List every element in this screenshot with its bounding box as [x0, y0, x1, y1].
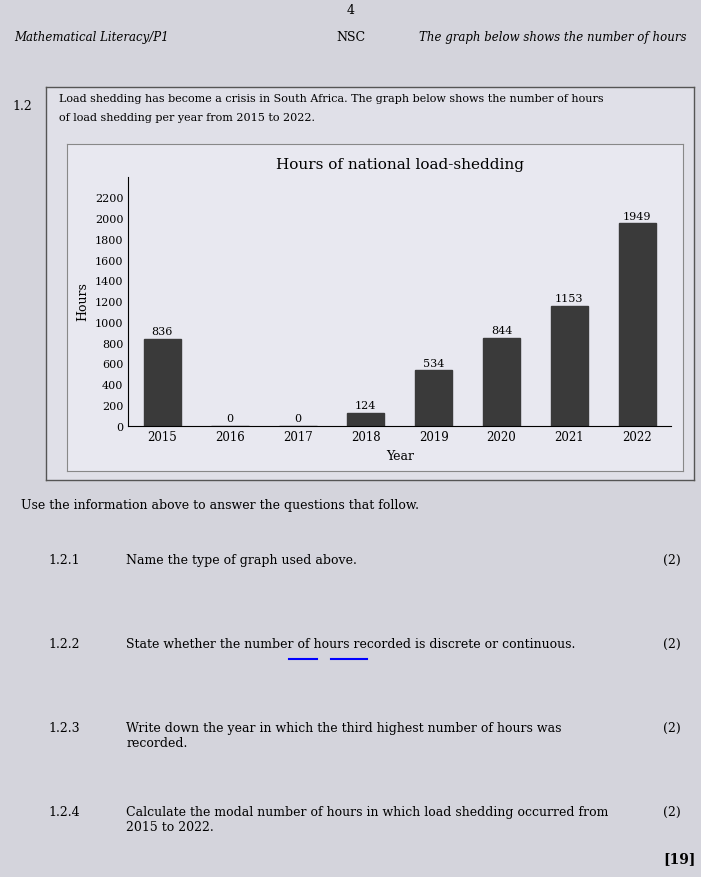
Text: 1.2.2: 1.2.2	[48, 637, 79, 650]
Text: [19]: [19]	[663, 852, 696, 866]
Text: NSC: NSC	[336, 31, 365, 44]
Text: 844: 844	[491, 326, 512, 336]
Text: (2): (2)	[663, 721, 681, 734]
Bar	[618, 225, 656, 426]
Text: 534: 534	[423, 358, 444, 368]
Text: Write down the year in which the third highest number of hours was
recorded.: Write down the year in which the third h…	[126, 721, 562, 749]
Text: 1.2.3: 1.2.3	[48, 721, 80, 734]
Text: 1949: 1949	[623, 211, 651, 222]
Text: Mathematical Literacy/P1: Mathematical Literacy/P1	[14, 31, 169, 44]
Text: 124: 124	[355, 401, 376, 410]
Text: (2): (2)	[663, 553, 681, 566]
Bar	[144, 339, 181, 426]
Text: of load shedding per year from 2015 to 2022.: of load shedding per year from 2015 to 2…	[59, 113, 315, 124]
Text: Name the type of graph used above.: Name the type of graph used above.	[126, 553, 357, 566]
Text: 4: 4	[346, 4, 355, 18]
Text: 1153: 1153	[555, 294, 584, 304]
Text: State whether the number of hours recorded is discrete or continuous.: State whether the number of hours record…	[126, 637, 576, 650]
Text: 1.2: 1.2	[13, 99, 33, 112]
Text: 1.2.1: 1.2.1	[48, 553, 80, 566]
Text: 1.2.4: 1.2.4	[48, 805, 80, 817]
Text: 0: 0	[226, 413, 233, 424]
Y-axis label: Hours: Hours	[76, 282, 89, 321]
Text: The graph below shows the number of hours: The graph below shows the number of hour…	[419, 31, 687, 44]
Text: 0: 0	[294, 413, 301, 424]
Title: Hours of national load-shedding: Hours of national load-shedding	[275, 158, 524, 172]
Bar	[415, 371, 452, 426]
Bar	[347, 413, 384, 426]
Bar	[551, 307, 588, 426]
Text: (2): (2)	[663, 805, 681, 817]
Text: (2): (2)	[663, 637, 681, 650]
Text: 836: 836	[151, 327, 173, 337]
Text: Load shedding has become a crisis in South Africa. The graph below shows the num: Load shedding has become a crisis in Sou…	[59, 94, 603, 103]
X-axis label: Year: Year	[386, 449, 414, 462]
Text: Calculate the modal number of hours in which load shedding occurred from
2015 to: Calculate the modal number of hours in w…	[126, 805, 608, 833]
Text: Use the information above to answer the questions that follow.: Use the information above to answer the …	[21, 498, 418, 511]
Bar	[483, 339, 520, 426]
